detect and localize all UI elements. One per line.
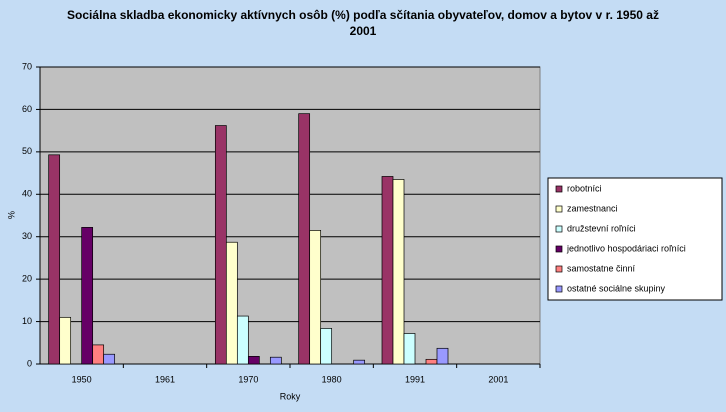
legend-swatch <box>555 225 563 233</box>
y-axis-label: % <box>6 211 16 219</box>
legend-swatch <box>555 185 563 193</box>
y-tick-label: 70 <box>22 61 32 71</box>
x-tick-label: 2001 <box>488 374 508 384</box>
bar <box>247 356 260 365</box>
y-tick-label: 0 <box>27 358 32 368</box>
chart-title-line2: 2001 <box>350 24 377 38</box>
bar <box>403 333 416 365</box>
legend-label: družstevní roľníci <box>567 223 636 233</box>
bar <box>81 227 94 365</box>
bar <box>103 353 116 365</box>
legend-swatch <box>555 245 563 253</box>
bar <box>298 113 311 365</box>
bar <box>436 347 449 365</box>
x-tick-label: 1950 <box>72 374 92 384</box>
bar <box>236 315 249 365</box>
y-tick-label: 20 <box>22 274 32 284</box>
y-tick-label: 30 <box>22 231 32 241</box>
legend-label: samostatne činní <box>567 263 636 273</box>
legend-swatch <box>555 265 563 273</box>
legend <box>547 177 723 301</box>
bar <box>392 179 405 365</box>
legend-swatch <box>555 205 563 213</box>
x-tick-label: 1980 <box>322 374 342 384</box>
y-tick-label: 10 <box>22 316 32 326</box>
bar <box>92 344 105 365</box>
x-tick-label: 1970 <box>238 374 258 384</box>
chart-title: Sociálna skladba ekonomicky aktívnych os… <box>67 8 659 22</box>
bar <box>425 358 438 365</box>
bar <box>269 356 282 365</box>
y-tick-label: 50 <box>22 146 32 156</box>
legend-label: ostatné sociálne skupiny <box>567 283 666 293</box>
y-tick-label: 60 <box>22 104 32 114</box>
legend-label: jednotlivo hospodáriaci roľníci <box>566 243 686 253</box>
x-tick-label: 1991 <box>405 374 425 384</box>
bar <box>320 328 333 365</box>
bar <box>225 241 238 365</box>
bar <box>59 316 72 365</box>
bar <box>309 230 322 365</box>
bar <box>214 125 227 365</box>
bar <box>48 154 61 365</box>
y-tick-label: 40 <box>22 189 32 199</box>
plot-area <box>39 66 541 365</box>
bar <box>353 359 366 365</box>
legend-label: zamestnanci <box>567 203 618 213</box>
x-tick-label: 1961 <box>155 374 175 384</box>
legend-label: robotníci <box>567 183 602 193</box>
legend-swatch <box>555 285 563 293</box>
x-axis-label: Roky <box>280 391 301 401</box>
bar <box>381 176 394 365</box>
